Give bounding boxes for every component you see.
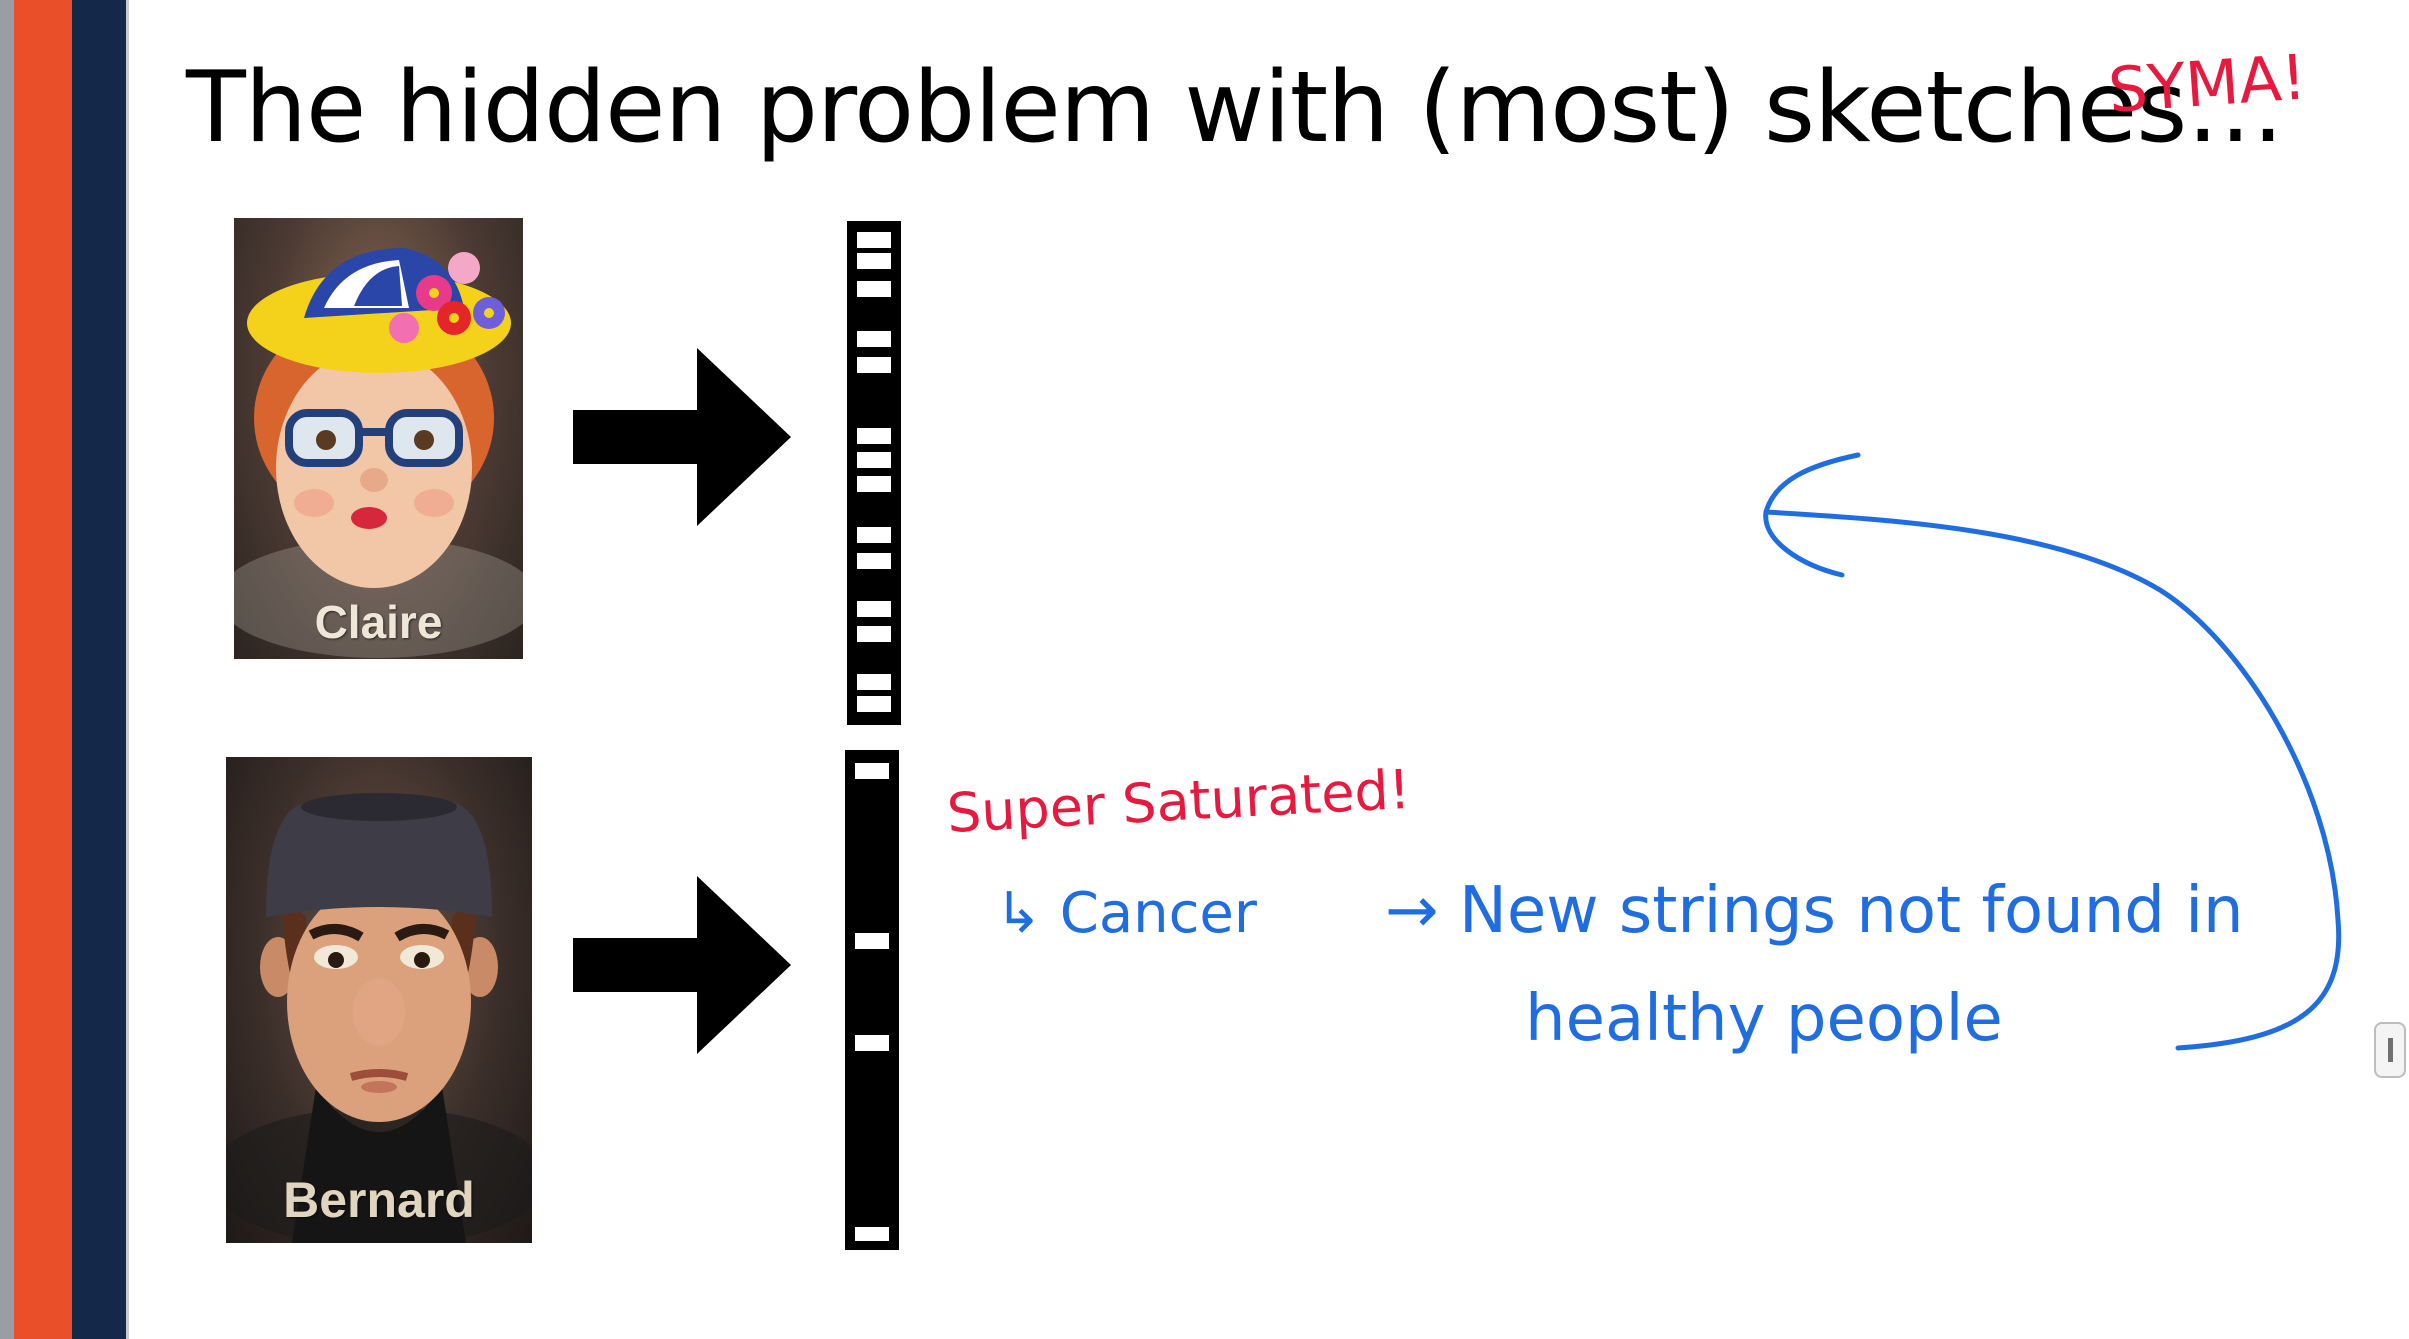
super-saturated-annotation: Super Saturated! <box>945 758 1411 845</box>
curved-arrow-stroke <box>1766 512 2339 1048</box>
new-strings-annotation-line1: → New strings not found in <box>1385 874 2244 948</box>
scroll-handle[interactable] <box>2374 1022 2406 1078</box>
syma-annotation: SYMA! <box>2106 40 2309 127</box>
cancer-annotation: ↳ Cancer <box>995 881 1258 946</box>
new-strings-annotation-line2: healthy people <box>1525 982 2003 1056</box>
